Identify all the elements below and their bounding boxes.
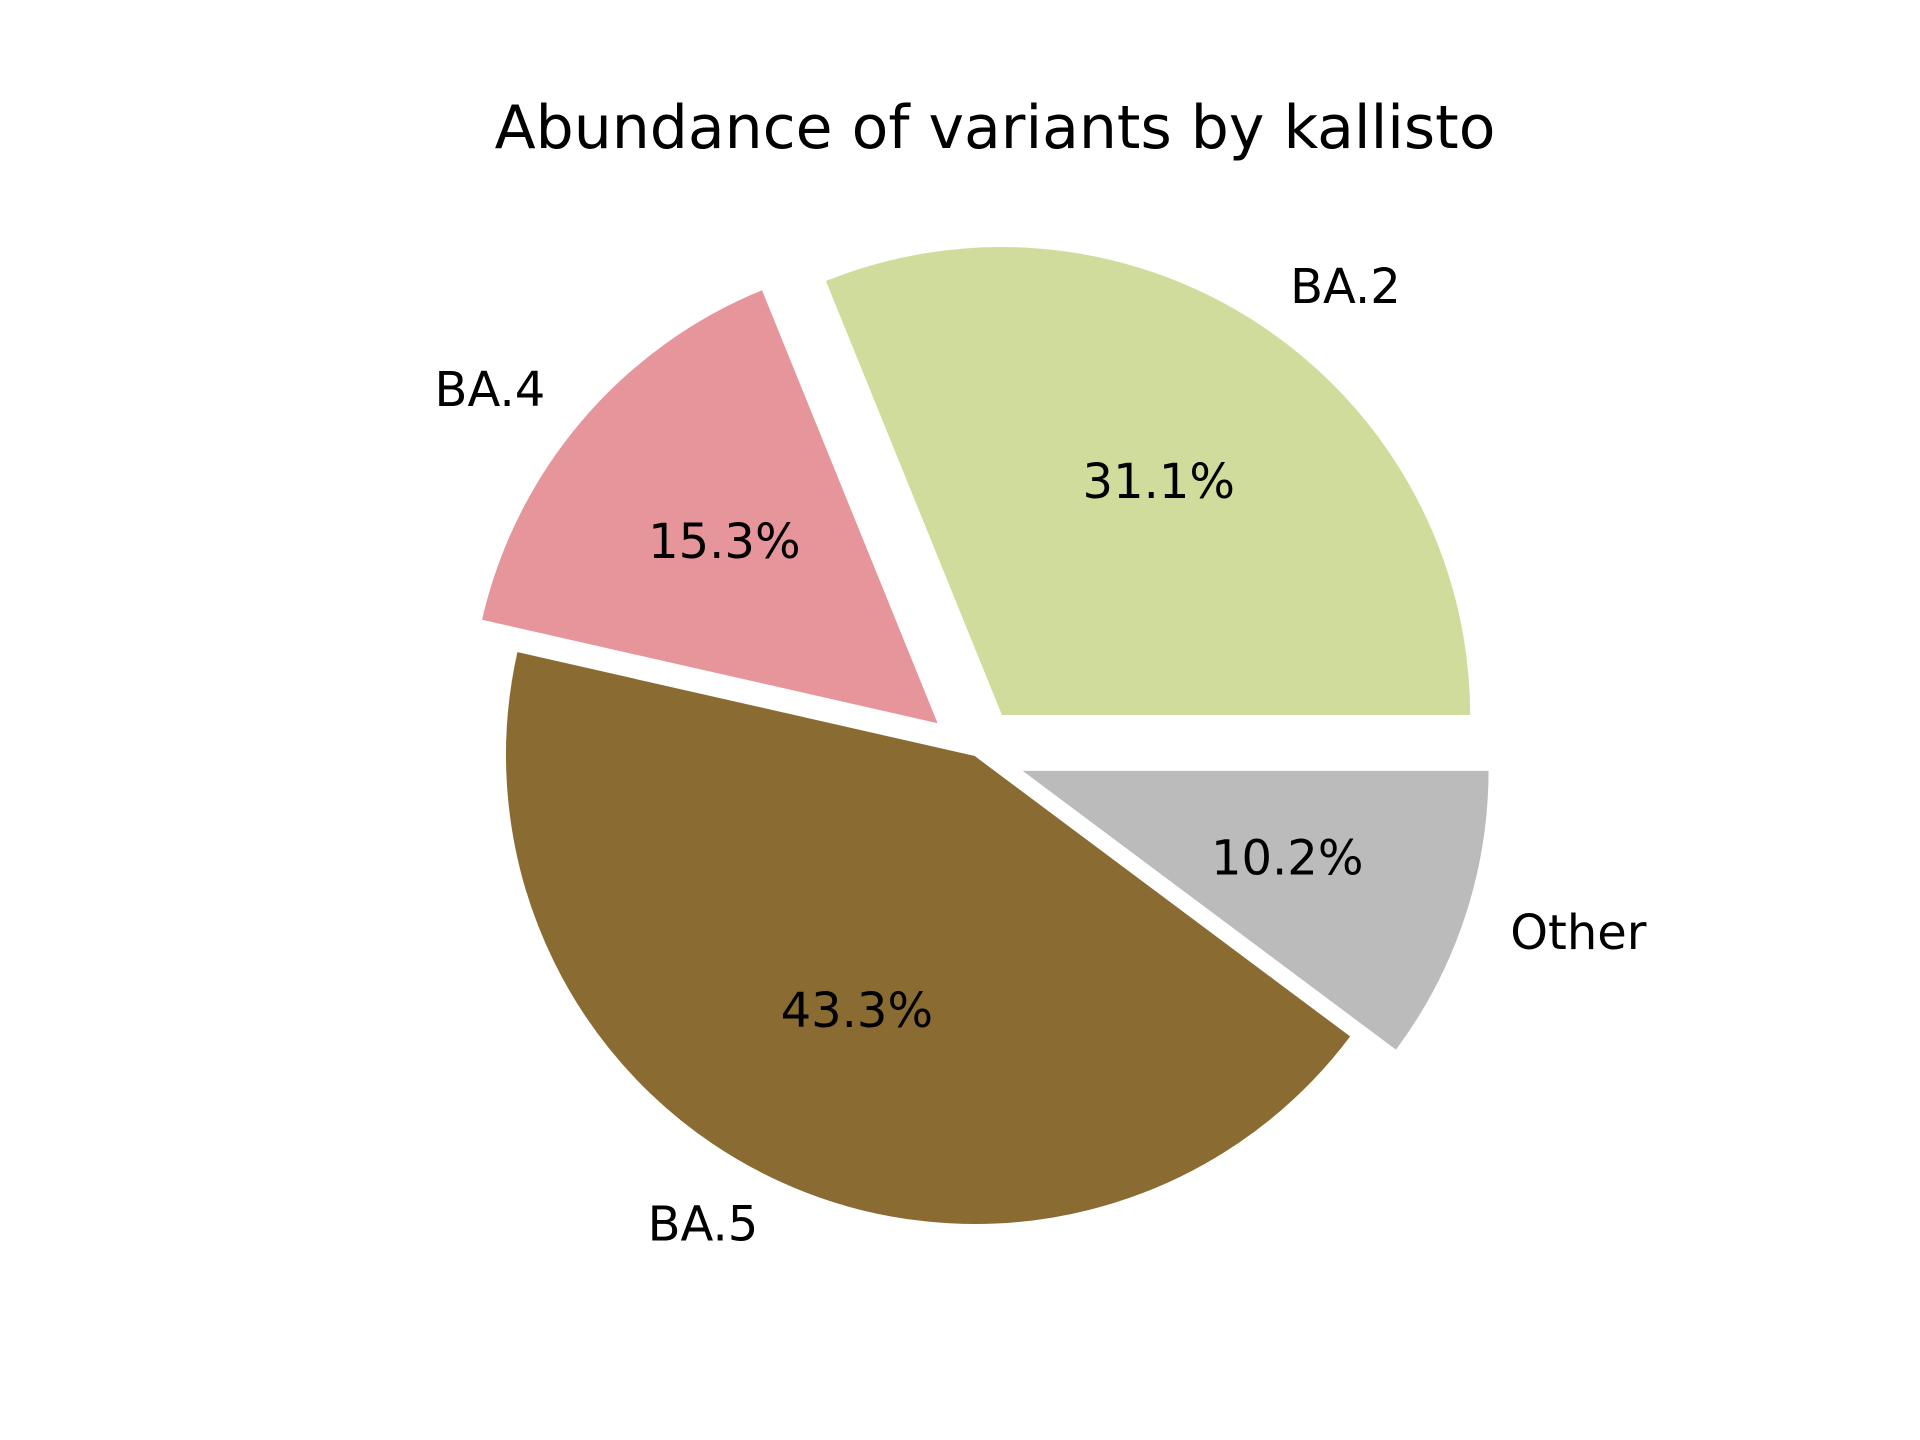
slice-percent-label-other: 10.2% bbox=[1211, 831, 1363, 887]
slice-labels-layer: BA.2 BA.4 BA.5 Other bbox=[435, 259, 1647, 1252]
slice-label-ba-5: BA.5 bbox=[648, 1196, 759, 1252]
slice-percent-label-ba-4: 15.3% bbox=[648, 514, 800, 570]
pie-slice-ba-4 bbox=[479, 287, 941, 726]
pie-slice-ba-5 bbox=[504, 649, 1353, 1226]
slices-layer bbox=[479, 245, 1491, 1226]
slice-label-other: Other bbox=[1510, 905, 1647, 961]
chart-title: Abundance of variants by kallisto bbox=[495, 93, 1496, 163]
slice-percent-label-ba-2: 31.1% bbox=[1083, 454, 1235, 510]
pie-slice-ba-2 bbox=[823, 245, 1473, 718]
pie-slice-other bbox=[1016, 768, 1491, 1053]
slice-label-ba-4: BA.4 bbox=[435, 362, 546, 418]
percent-labels-layer: 31.1% 15.3% 43.3% 10.2% bbox=[648, 454, 1363, 1039]
slice-label-ba-2: BA.2 bbox=[1290, 259, 1401, 315]
slice-percent-label-ba-5: 43.3% bbox=[781, 983, 933, 1039]
